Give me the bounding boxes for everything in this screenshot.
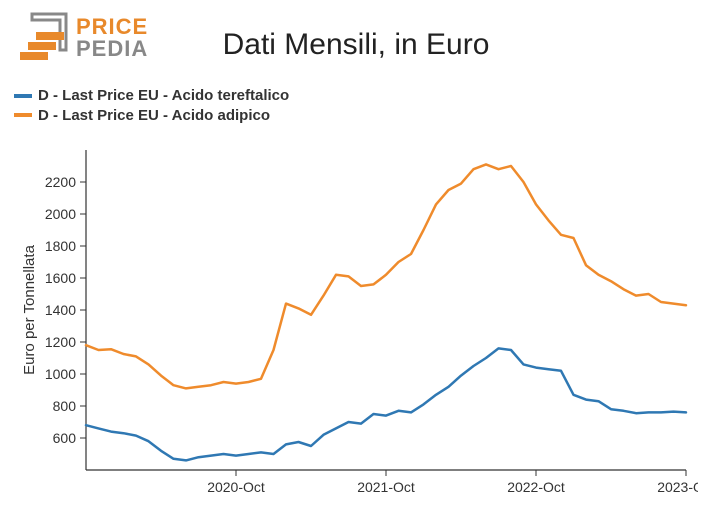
svg-text:1400: 1400 xyxy=(45,302,76,318)
svg-text:2023-Oct: 2023-Oct xyxy=(657,479,698,495)
svg-text:1800: 1800 xyxy=(45,238,76,254)
line-chart: 600 800 1000 1200 1400 1600 1800 2000 2200 2020-O… xyxy=(14,140,698,510)
svg-text:1200: 1200 xyxy=(45,334,76,350)
svg-text:2000: 2000 xyxy=(45,206,76,222)
chart-title: Dati Mensili, in Euro xyxy=(14,28,698,62)
svg-text:2021-Oct: 2021-Oct xyxy=(357,479,415,495)
svg-text:Euro per Tonnellata: Euro per Tonnellata xyxy=(21,244,38,374)
legend-label: D - Last Price EU - Acido adipico xyxy=(38,106,270,126)
svg-text:1000: 1000 xyxy=(45,366,76,382)
legend-item: D - Last Price EU - Acido tereftalico xyxy=(14,86,289,106)
svg-text:2200: 2200 xyxy=(45,174,76,190)
svg-text:600: 600 xyxy=(53,430,77,446)
legend-item: D - Last Price EU - Acido adipico xyxy=(14,106,289,126)
legend-swatch xyxy=(14,113,32,117)
legend: D - Last Price EU - Acido tereftalicoD -… xyxy=(14,86,289,125)
svg-text:2022-Oct: 2022-Oct xyxy=(507,479,565,495)
legend-label: D - Last Price EU - Acido tereftalico xyxy=(38,86,289,106)
svg-text:2020-Oct: 2020-Oct xyxy=(207,479,265,495)
legend-swatch xyxy=(14,94,32,98)
svg-text:800: 800 xyxy=(53,398,77,414)
svg-text:1600: 1600 xyxy=(45,270,76,286)
